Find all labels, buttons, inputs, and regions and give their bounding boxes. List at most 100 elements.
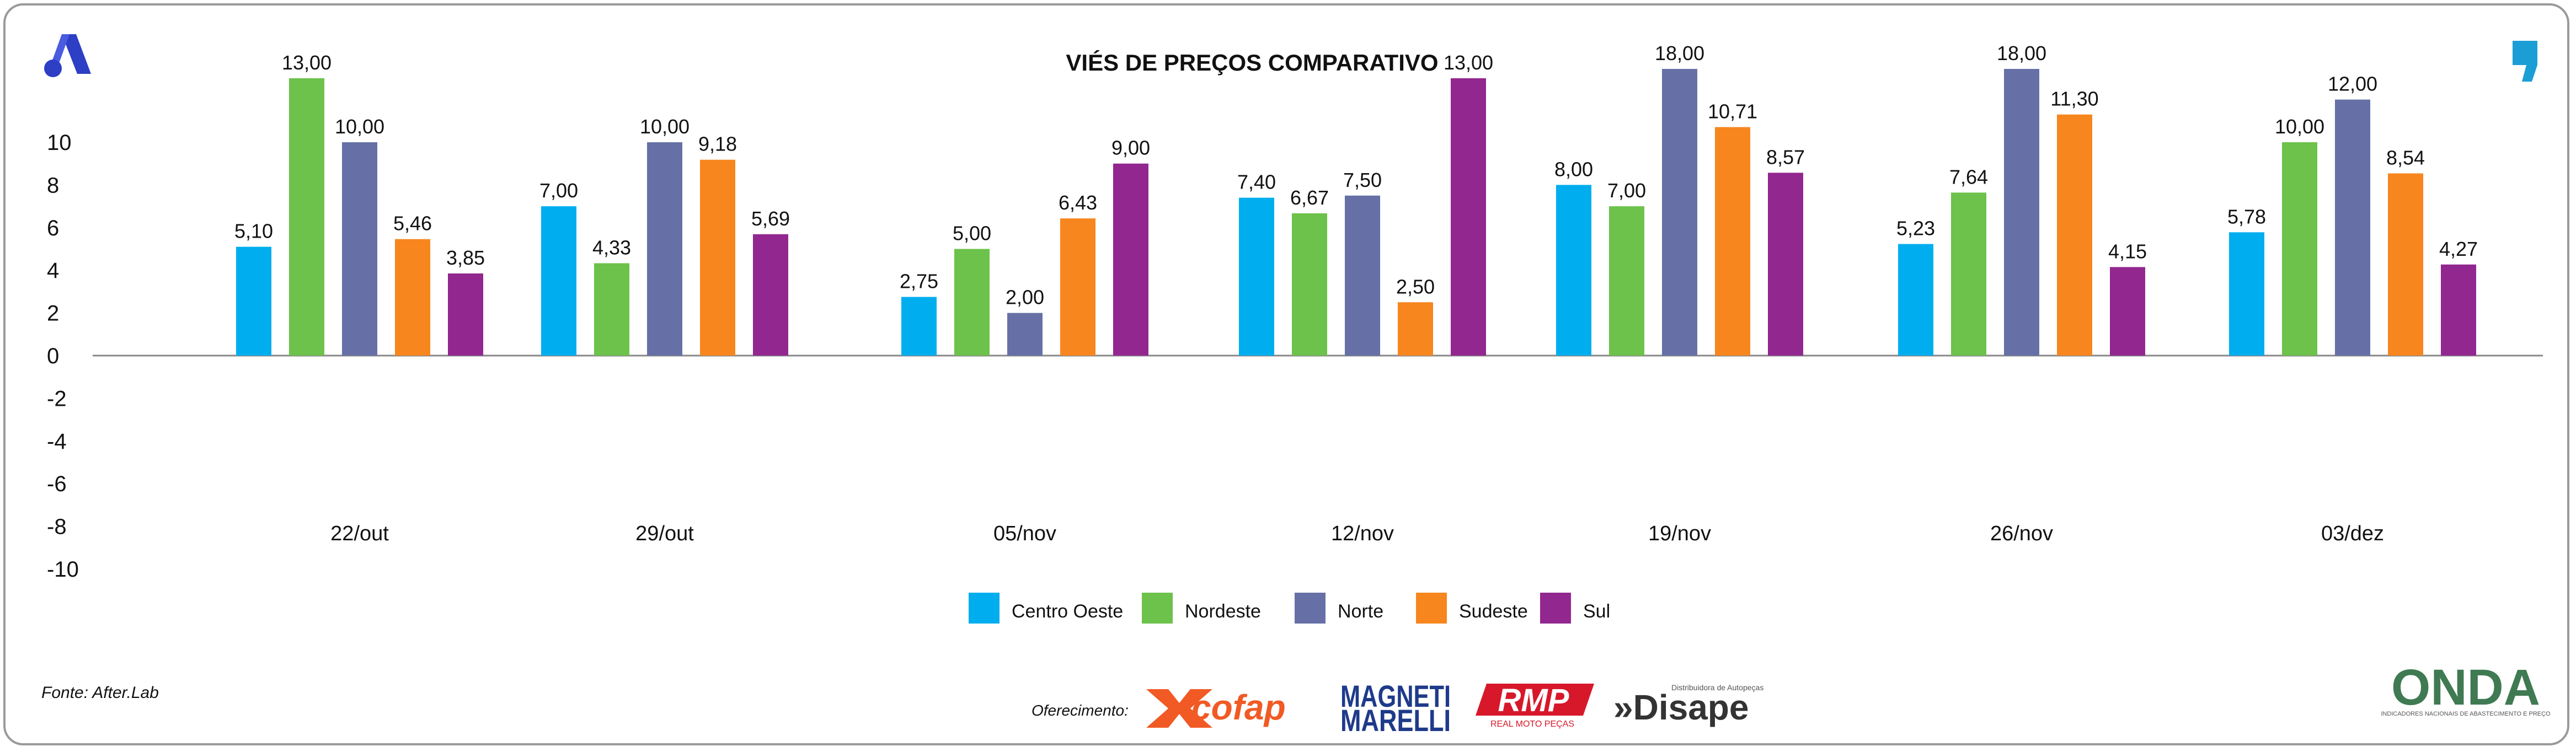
onda-logo: ONDA INDICADORES NACIONAIS DE ABASTECIME… bbox=[2381, 659, 2551, 717]
y-tick-label: 8 bbox=[47, 173, 59, 197]
bar bbox=[342, 142, 377, 356]
bar bbox=[594, 263, 629, 356]
data-label: 7,40 bbox=[1237, 171, 1276, 194]
data-label: 9,18 bbox=[698, 133, 737, 155]
bar bbox=[2441, 265, 2476, 356]
data-label: 12,00 bbox=[2328, 73, 2377, 95]
y-tick-label: -4 bbox=[47, 429, 67, 454]
bar bbox=[541, 206, 576, 356]
disape-logo-text: »Disape bbox=[1613, 687, 1749, 727]
bar bbox=[1662, 69, 1697, 356]
data-label: 8,57 bbox=[1766, 146, 1805, 168]
data-label: 6,43 bbox=[1059, 191, 1097, 214]
bar bbox=[901, 297, 937, 356]
bar bbox=[753, 234, 788, 356]
y-axis: 10 8 6 4 2 0 -2 -4 -6 -8 -10 bbox=[47, 131, 79, 582]
bar bbox=[1060, 218, 1095, 356]
cofap-logo: cofap bbox=[1146, 687, 1286, 728]
bar bbox=[647, 142, 682, 356]
data-label: 4,27 bbox=[2439, 238, 2478, 260]
data-label: 5,46 bbox=[393, 212, 432, 235]
legend-label: Centro Oeste bbox=[1012, 601, 1123, 622]
bar bbox=[1951, 192, 1986, 356]
brand-a-icon bbox=[44, 34, 91, 77]
data-label: 10,00 bbox=[335, 115, 384, 138]
bar bbox=[1345, 196, 1380, 356]
x-tick-label: 19/nov bbox=[1648, 522, 1711, 545]
bar bbox=[1292, 213, 1327, 356]
data-label: 2,00 bbox=[1006, 286, 1044, 309]
data-label: 6,67 bbox=[1290, 186, 1329, 209]
y-tick-label: -8 bbox=[47, 515, 67, 539]
y-tick-label: -6 bbox=[47, 472, 67, 496]
x-tick-label: 05/nov bbox=[993, 522, 1056, 545]
bar bbox=[1715, 127, 1750, 356]
x-axis-labels: 22/out 29/out 05/nov 12/nov 19/nov 26/nov 03/d… bbox=[330, 522, 2384, 545]
data-label: 5,23 bbox=[1896, 217, 1935, 240]
legend-swatch bbox=[1295, 593, 1326, 624]
x-tick-label: 29/out bbox=[635, 522, 694, 545]
bar bbox=[1556, 185, 1591, 356]
marelli-logo-bottom: MARELLI bbox=[1340, 703, 1451, 738]
bar bbox=[2004, 69, 2039, 356]
onda-logo-text: ONDA bbox=[2391, 659, 2540, 716]
bar bbox=[395, 239, 430, 356]
y-tick-label: -2 bbox=[47, 386, 67, 411]
legend-swatch bbox=[1142, 593, 1173, 624]
data-label: 10,71 bbox=[1708, 100, 1757, 123]
bar bbox=[2335, 100, 2370, 356]
sponsor-label: Oferecimento: bbox=[1032, 702, 1129, 719]
y-tick-label: 4 bbox=[47, 259, 59, 283]
x-tick-label: 03/dez bbox=[2321, 522, 2384, 545]
data-label: 8,54 bbox=[2386, 147, 2425, 169]
data-label: 3,85 bbox=[446, 246, 485, 269]
source-note: Fonte: After.Lab bbox=[41, 684, 159, 702]
y-tick-label: 6 bbox=[47, 216, 59, 240]
data-label: 13,00 bbox=[1444, 51, 1493, 74]
legend: Centro Oeste Nordeste Norte Sudeste Sul bbox=[969, 593, 1610, 624]
data-label: 11,30 bbox=[2050, 88, 2098, 110]
data-label: 7,50 bbox=[1343, 169, 1382, 191]
bar bbox=[1239, 198, 1274, 356]
rmp-logo-text: RMP bbox=[1498, 683, 1569, 718]
quote-icon bbox=[2513, 41, 2537, 82]
legend-swatch bbox=[969, 593, 1000, 624]
data-label: 5,10 bbox=[234, 220, 273, 243]
data-label: 13,00 bbox=[282, 51, 332, 74]
data-label: 9,00 bbox=[1111, 137, 1150, 159]
legend-label: Sul bbox=[1583, 601, 1610, 622]
bar bbox=[2282, 142, 2317, 356]
data-label: 2,50 bbox=[1396, 275, 1435, 298]
bar bbox=[700, 160, 735, 356]
y-tick-label: -10 bbox=[47, 557, 79, 582]
data-label: 5,78 bbox=[2227, 205, 2266, 228]
magneti-marelli-logo: MAGNETI MARELLI bbox=[1340, 679, 1451, 738]
onda-logo-subtitle: INDICADORES NACIONAIS DE ABASTECIMENTO E… bbox=[2381, 711, 2551, 717]
bar bbox=[1007, 313, 1043, 356]
data-label: 18,00 bbox=[1997, 42, 2046, 65]
legend-swatch bbox=[1416, 593, 1447, 624]
bar bbox=[2229, 232, 2264, 356]
data-label: 5,00 bbox=[953, 222, 991, 245]
data-label: 4,33 bbox=[592, 236, 631, 259]
bar bbox=[1113, 164, 1148, 356]
disape-logo: Distribuidora de Autopeças »Disape bbox=[1613, 683, 1763, 727]
cofap-logo-text: cofap bbox=[1191, 687, 1286, 727]
bar bbox=[289, 78, 324, 356]
x-tick-label: 22/out bbox=[330, 522, 389, 545]
y-tick-label: 10 bbox=[47, 131, 72, 155]
x-tick-label: 26/nov bbox=[1990, 522, 2053, 545]
legend-swatch bbox=[1540, 593, 1571, 624]
bars bbox=[236, 69, 2476, 356]
chart: VIÉS DE PREÇOS COMPARATIVO 1086420-2-4-6… bbox=[0, 0, 2576, 752]
legend-label: Norte bbox=[1338, 601, 1383, 622]
y-tick-label: 0 bbox=[47, 344, 59, 368]
data-label: 8,00 bbox=[1554, 158, 1593, 180]
bar bbox=[2110, 267, 2145, 356]
legend-label: Nordeste bbox=[1185, 601, 1261, 622]
bar bbox=[1898, 244, 1933, 356]
bar bbox=[1609, 206, 1644, 356]
rmp-logo-subtitle: REAL MOTO PEÇAS bbox=[1490, 719, 1574, 729]
bar bbox=[236, 247, 271, 356]
bar bbox=[1398, 302, 1433, 356]
